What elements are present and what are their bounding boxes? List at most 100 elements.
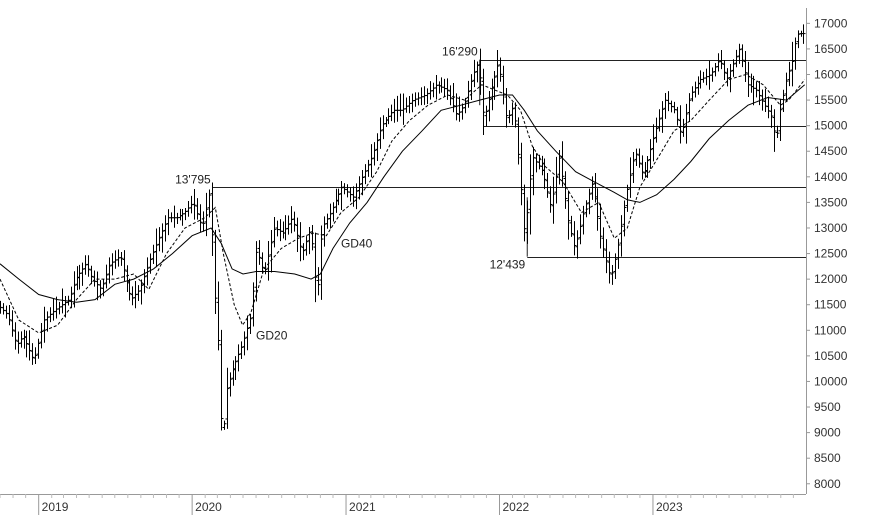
price-bar	[269, 230, 274, 273]
price-bar	[130, 286, 135, 306]
price-bar	[734, 49, 739, 68]
price-bar	[372, 142, 377, 166]
price-bar	[719, 49, 724, 70]
price-bar	[766, 96, 771, 119]
price-bar	[95, 271, 100, 301]
price-bar	[787, 61, 792, 87]
price-bar	[681, 118, 686, 137]
price-bar	[569, 215, 574, 237]
price-bar	[301, 243, 306, 261]
price-bar	[57, 301, 62, 315]
price-bar	[631, 151, 636, 183]
price-bar	[357, 176, 362, 200]
price-bar	[604, 239, 609, 274]
y-tick-label: 10500	[814, 349, 848, 363]
price-bar	[407, 96, 412, 114]
price-bar	[610, 264, 615, 285]
price-bar	[663, 92, 668, 119]
price-bar	[272, 217, 277, 248]
price-bar	[213, 229, 218, 314]
price-bar	[613, 253, 618, 280]
price-bar	[772, 109, 777, 152]
price-bar	[48, 307, 53, 323]
price-bar	[295, 217, 300, 252]
price-bar	[434, 74, 439, 100]
price-bar	[775, 125, 780, 139]
price-bar	[492, 71, 497, 100]
price-bar	[648, 139, 653, 169]
price-bar	[737, 43, 742, 64]
price-bar	[672, 101, 677, 114]
price-bar	[219, 329, 224, 431]
price-bar	[548, 186, 553, 213]
price-bar	[83, 255, 88, 275]
price-bar	[796, 30, 801, 49]
y-tick-label: 16500	[814, 42, 848, 56]
price-bar	[154, 228, 159, 268]
price-bar	[239, 341, 244, 359]
price-bar	[313, 232, 318, 303]
y-tick-label: 13000	[814, 221, 848, 235]
price-bar	[16, 331, 21, 354]
price-bar	[198, 204, 203, 232]
gd20-line	[0, 73, 806, 334]
price-bar	[210, 182, 215, 256]
price-bar	[501, 65, 506, 105]
price-bar	[751, 75, 756, 106]
price-bar	[410, 93, 415, 113]
price-bar	[542, 158, 547, 190]
price-bar	[157, 227, 162, 252]
price-bar	[666, 91, 671, 112]
price-bar	[534, 153, 539, 173]
price-bar	[107, 257, 112, 284]
price-bar	[354, 183, 359, 210]
price-bar	[286, 215, 291, 235]
price-bar	[566, 190, 571, 240]
price-bar	[437, 81, 442, 94]
price-bar	[675, 106, 680, 126]
price-bar	[490, 78, 495, 111]
price-bar	[242, 331, 247, 356]
price-bar	[598, 203, 603, 249]
price-bar	[781, 89, 786, 113]
price-bar	[431, 82, 436, 98]
price-bar	[590, 176, 595, 200]
price-bar	[634, 148, 639, 166]
price-bar	[92, 270, 97, 287]
price-bar	[122, 250, 127, 282]
price-bar	[281, 221, 286, 239]
price-bar	[601, 227, 606, 258]
y-tick-label: 15500	[814, 93, 848, 107]
price-bar	[678, 105, 683, 144]
price-bar	[478, 48, 483, 95]
x-tick-label: 2022	[502, 500, 529, 514]
price-bar	[72, 271, 77, 308]
price-bar	[445, 78, 450, 100]
price-bar	[248, 313, 253, 335]
price-bar	[416, 92, 421, 106]
price-bar	[86, 255, 91, 277]
price-bar	[89, 265, 94, 285]
price-bar	[743, 51, 748, 82]
price-bar	[39, 323, 44, 349]
gd40-label: GD40	[341, 236, 373, 250]
price-bar	[398, 93, 403, 117]
price-bars	[0, 24, 806, 431]
price-bar	[186, 200, 191, 217]
price-bar	[125, 265, 130, 293]
price-bar	[360, 170, 365, 196]
price-bar	[519, 142, 524, 206]
price-bar	[801, 24, 806, 44]
y-tick-label: 14500	[814, 144, 848, 158]
price-bar	[448, 85, 453, 106]
price-bar	[495, 49, 500, 88]
price-bar	[484, 105, 489, 127]
price-bar	[339, 180, 344, 210]
price-bar	[278, 219, 283, 242]
price-bar	[572, 221, 577, 256]
price-bar	[693, 81, 698, 98]
price-bar	[180, 208, 185, 226]
price-bar	[201, 211, 206, 232]
price-bar	[740, 44, 745, 68]
price-bar	[687, 93, 692, 123]
